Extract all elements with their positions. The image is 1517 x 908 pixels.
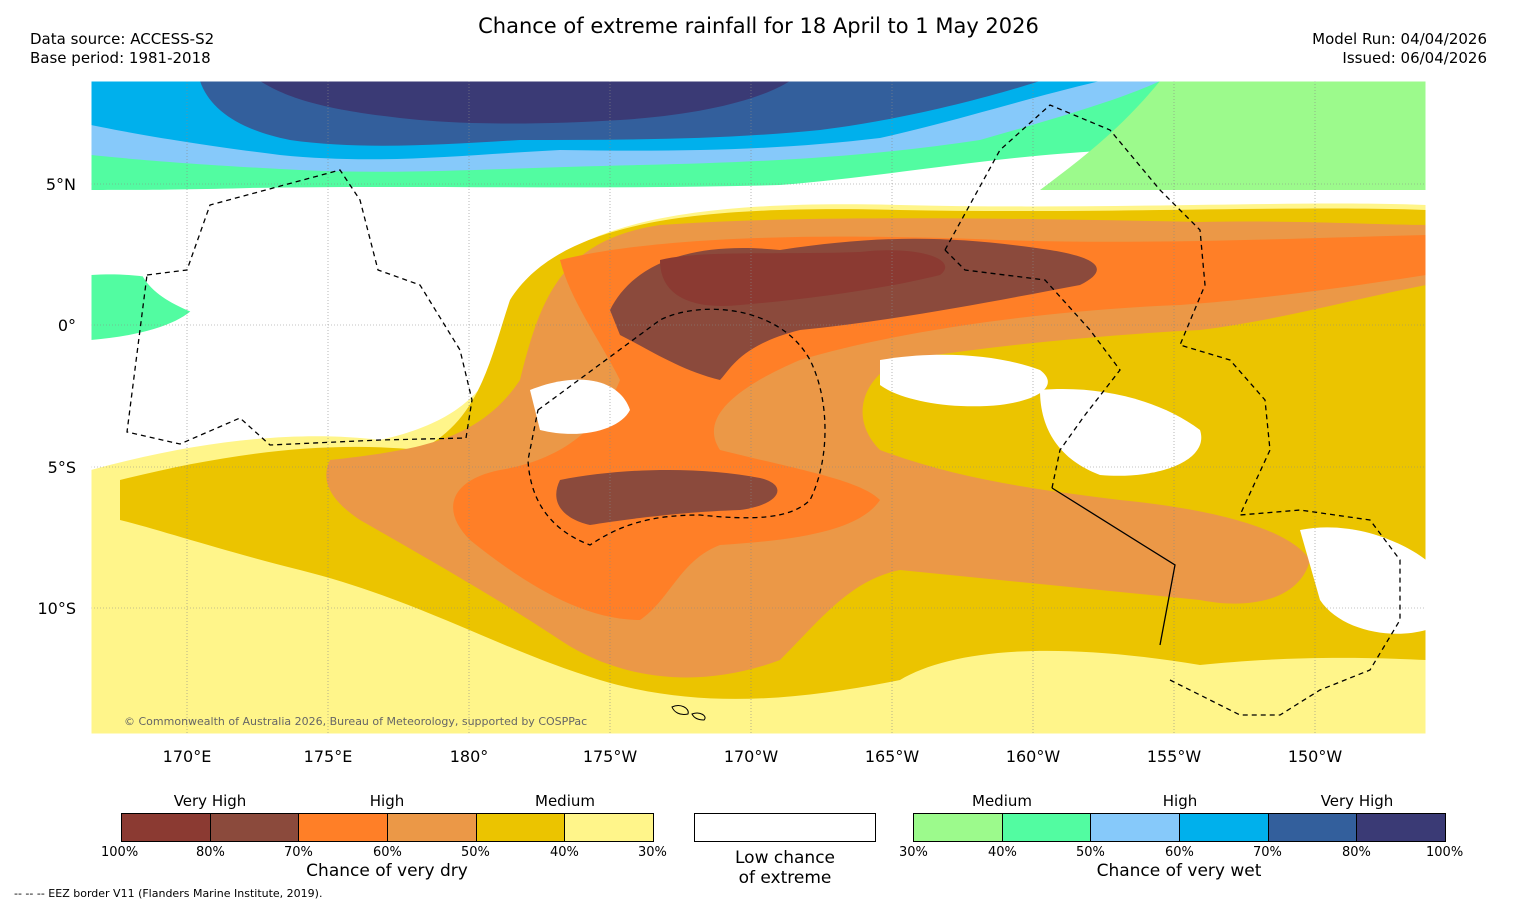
dry-swatch-4 [388,814,477,841]
wet-pct-40: 40% [988,845,1017,860]
gridlines [91,81,1426,734]
dry-group-veryhigh: Very High [173,792,247,810]
low-chance-swatch [694,813,876,842]
dry-swatch-3 [299,814,389,841]
wet-group-veryhigh: Very High [1320,792,1394,810]
dry-pct-30: 30% [638,845,667,860]
maritime-boundary [1051,487,1176,646]
data-source-text: Data source: ACCESS-S2 [30,30,215,48]
dry-group-medium: Medium [535,792,595,810]
wet-swatch-5 [1268,814,1358,841]
wet-group-medium: Medium [972,792,1032,810]
rainfall-field [91,81,1426,734]
wet-swatch-3 [1091,814,1181,841]
source-info: Data source: ACCESS-S2 Base period: 1981… [30,30,214,68]
dry-pct-70: 70% [284,845,313,860]
base-period-text: Base period: 1981-2018 [30,49,211,67]
dry-swatch-5 [476,814,566,841]
low-chance-hole-5 [1300,527,1426,634]
low-chance-caption: Low chance of extreme [684,848,886,888]
dry-80-region-south [556,469,778,525]
lon-label-175e: 175°E [304,747,353,766]
dry-swatch-1 [122,814,211,841]
low-chance-line1: Low chance [735,848,835,868]
copyright-text: © Commonwealth of Australia 2026, Bureau… [124,715,588,728]
model-run-text: Model Run: 04/04/2026 [1312,30,1487,48]
wet-pct-60: 60% [1165,845,1194,860]
map-title: Chance of extreme rainfall for 18 April … [478,14,1039,38]
dry-pct-40: 40% [550,845,579,860]
wet-swatch-1 [914,814,1003,841]
dry-pct-60: 60% [373,845,402,860]
dry-group-high: High [369,792,405,810]
wet-caption: Chance of very wet [1096,861,1262,881]
lon-label-160w: 160°W [1006,747,1061,766]
eez-borders [126,104,1401,716]
wet-colorbar [913,813,1446,842]
dry-pct-50: 50% [461,845,490,860]
dry-colorbar [121,813,654,842]
wet-swatch-6 [1357,814,1446,841]
wet-swatch-2 [1002,814,1092,841]
dry-swatch-2 [210,814,300,841]
lon-label-155w: 155°W [1147,747,1202,766]
run-info: Model Run: 04/04/2026 Issued: 06/04/2026 [1312,30,1487,68]
map-frame [90,80,1427,735]
low-chance-hole-3 [140,197,400,333]
wet-pct-30: 30% [899,845,928,860]
islands [671,705,706,721]
issued-text: Issued: 06/04/2026 [1342,49,1487,67]
dry-100-region [660,250,946,306]
low-chance-hole [880,354,1048,407]
wet-group-high: High [1162,792,1198,810]
lon-label-150w: 150°W [1288,747,1343,766]
dry-swatch-6 [565,814,654,841]
lon-label-170e: 170°E [163,747,212,766]
low-chance-line2: of extreme [738,868,832,888]
lon-label-175w: 175°W [583,747,638,766]
lat-label-5n: 5°N [46,175,76,194]
lat-label-0: 0° [58,316,76,335]
wet-max-region [260,81,790,124]
lat-label-5s: 5°S [48,458,76,477]
dry-caption: Chance of very dry [306,861,468,881]
dry-pct-80: 80% [196,845,225,860]
lon-label-170w: 170°W [724,747,779,766]
dry-pct-100: 100% [101,845,139,860]
wet-pct-100: 100% [1426,845,1464,860]
eez-border-note: -- -- -- EEZ border V11 (Flanders Marine… [14,887,323,900]
low-chance-hole-2 [1040,389,1202,476]
wet-swatch-4 [1180,814,1269,841]
wet-pct-70: 70% [1253,845,1282,860]
lat-label-10s: 10°S [37,599,76,618]
wet-pct-50: 50% [1076,845,1105,860]
lon-label-165w: 165°W [865,747,920,766]
lon-label-180: 180° [450,747,489,766]
low-chance-hole-4 [530,379,630,434]
wet-pct-80: 80% [1342,845,1371,860]
